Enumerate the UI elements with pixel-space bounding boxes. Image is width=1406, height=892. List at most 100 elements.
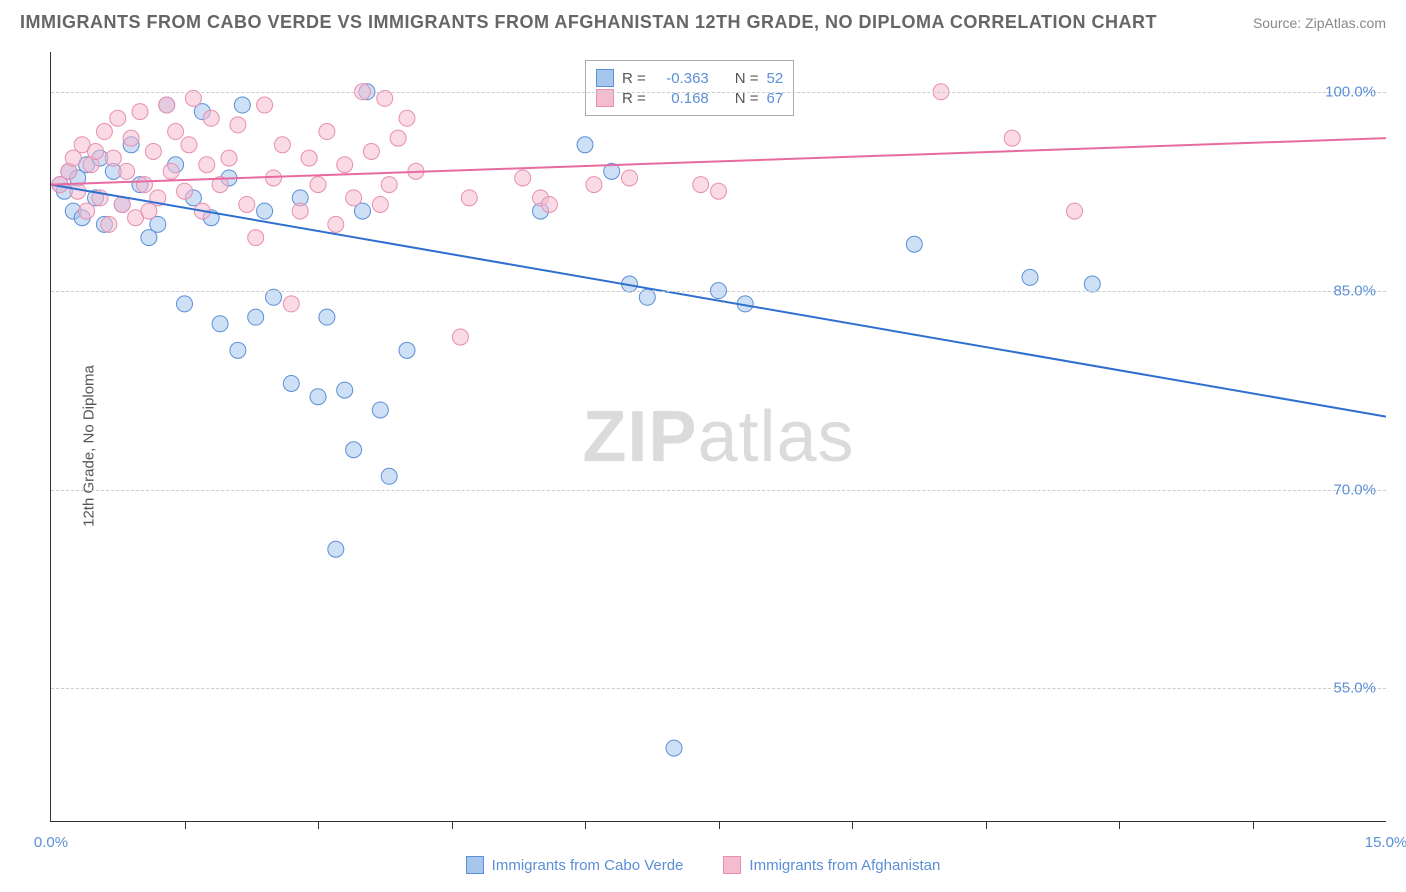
data-point <box>381 177 397 193</box>
y-tick-label: 55.0% <box>1333 680 1376 697</box>
bottom-legend: Immigrants from Cabo Verde Immigrants fro… <box>0 856 1406 874</box>
data-point <box>181 137 197 153</box>
data-point <box>266 289 282 305</box>
data-point <box>337 382 353 398</box>
data-point <box>515 170 531 186</box>
data-point <box>185 90 201 106</box>
data-point <box>79 203 95 219</box>
x-tick <box>986 821 987 829</box>
data-point <box>577 137 593 153</box>
y-tick-label: 100.0% <box>1325 83 1376 100</box>
data-point <box>105 150 121 166</box>
data-point <box>906 236 922 252</box>
data-point <box>452 329 468 345</box>
data-point <box>666 740 682 756</box>
gridline <box>51 291 1386 292</box>
data-point <box>1022 269 1038 285</box>
legend-label: Immigrants from Cabo Verde <box>492 857 684 874</box>
data-point <box>221 150 237 166</box>
x-tick <box>719 821 720 829</box>
data-point <box>372 196 388 212</box>
stats-legend-box: R =-0.363N =52R =0.168N =67 <box>585 60 794 116</box>
data-point <box>168 124 184 140</box>
data-point <box>248 309 264 325</box>
data-point <box>693 177 709 193</box>
data-point <box>377 90 393 106</box>
data-point <box>163 163 179 179</box>
x-tick <box>585 821 586 829</box>
plot-area: ZIPatlas R =-0.363N =52R =0.168N =67 55.… <box>50 52 1386 822</box>
gridline <box>51 92 1386 93</box>
data-point <box>319 309 335 325</box>
data-point <box>363 143 379 159</box>
legend-swatch <box>466 856 484 874</box>
stat-row: R =-0.363N =52 <box>596 69 783 87</box>
data-point <box>257 203 273 219</box>
legend-swatch <box>723 856 741 874</box>
n-value: 52 <box>767 70 784 87</box>
trend-line <box>51 138 1386 184</box>
data-point <box>372 402 388 418</box>
data-point <box>177 296 193 312</box>
x-tick <box>1119 821 1120 829</box>
data-point <box>70 183 86 199</box>
data-point <box>337 157 353 173</box>
trend-line <box>51 185 1386 417</box>
data-point <box>230 342 246 358</box>
data-point <box>145 143 161 159</box>
gridline <box>51 490 1386 491</box>
chart-header: IMMIGRANTS FROM CABO VERDE VS IMMIGRANTS… <box>0 0 1406 41</box>
legend-item: Immigrants from Afghanistan <box>723 856 940 874</box>
x-tick-label: 0.0% <box>34 834 68 851</box>
data-point <box>123 130 139 146</box>
data-point <box>319 124 335 140</box>
chart-title: IMMIGRANTS FROM CABO VERDE VS IMMIGRANTS… <box>20 12 1157 33</box>
data-point <box>639 289 655 305</box>
data-point <box>132 104 148 120</box>
x-tick <box>1253 821 1254 829</box>
gridline <box>51 688 1386 689</box>
data-point <box>310 177 326 193</box>
data-point <box>711 183 727 199</box>
data-point <box>234 97 250 113</box>
data-point <box>310 389 326 405</box>
data-point <box>248 230 264 246</box>
data-point <box>119 163 135 179</box>
data-point <box>1084 276 1100 292</box>
x-tick <box>452 821 453 829</box>
source-label: Source: ZipAtlas.com <box>1253 15 1386 31</box>
data-point <box>586 177 602 193</box>
data-point <box>101 216 117 232</box>
data-point <box>230 117 246 133</box>
data-point <box>346 442 362 458</box>
y-tick-label: 85.0% <box>1333 282 1376 299</box>
data-point <box>541 196 557 212</box>
data-point <box>96 124 112 140</box>
y-tick-label: 70.0% <box>1333 481 1376 498</box>
data-point <box>203 110 219 126</box>
data-point <box>159 97 175 113</box>
data-point <box>274 137 290 153</box>
x-tick-label: 15.0% <box>1365 834 1406 851</box>
data-point <box>177 183 193 199</box>
data-point <box>283 375 299 391</box>
data-point <box>1067 203 1083 219</box>
data-point <box>212 316 228 332</box>
r-label: R = <box>622 70 646 87</box>
n-label: N = <box>735 70 759 87</box>
data-point <box>399 342 415 358</box>
legend-label: Immigrants from Afghanistan <box>749 857 940 874</box>
data-point <box>461 190 477 206</box>
data-point <box>390 130 406 146</box>
x-tick <box>852 821 853 829</box>
data-point <box>622 170 638 186</box>
data-point <box>283 296 299 312</box>
data-point <box>381 468 397 484</box>
data-point <box>328 541 344 557</box>
x-tick <box>185 821 186 829</box>
stat-swatch <box>596 69 614 87</box>
data-point <box>110 110 126 126</box>
data-point <box>136 177 152 193</box>
data-point <box>1004 130 1020 146</box>
data-point <box>199 157 215 173</box>
